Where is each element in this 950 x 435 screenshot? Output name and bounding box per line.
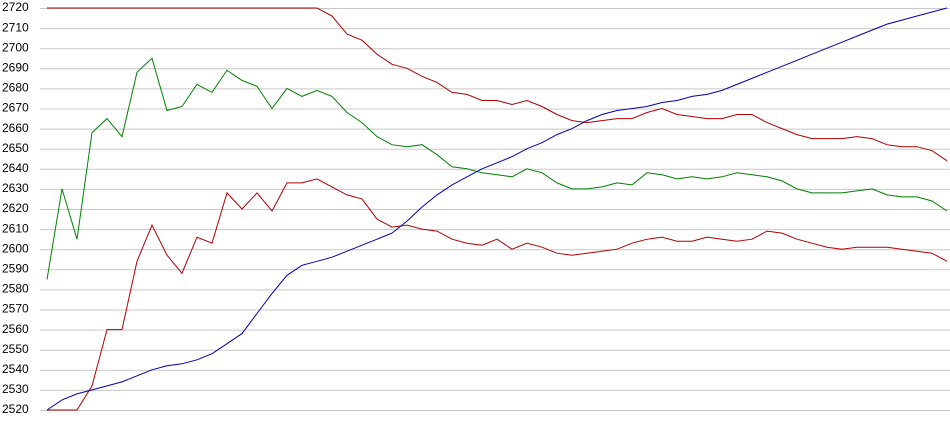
- y-tick-label: 2640: [2, 161, 29, 175]
- y-tick-label: 2560: [2, 322, 29, 336]
- y-tick-label: 2530: [2, 382, 29, 396]
- y-tick-label: 2670: [2, 101, 29, 115]
- y-tick-label: 2610: [2, 221, 29, 235]
- series-line: [46, 7, 948, 411]
- series-line: [47, 178, 948, 411]
- y-tick-label: 2570: [2, 302, 29, 316]
- y-tick-label: 2630: [2, 181, 29, 195]
- series-line: [46, 57, 948, 280]
- y-tick-label: 2600: [2, 241, 29, 255]
- y-tick-label: 2710: [2, 20, 29, 34]
- y-tick-label: 2620: [2, 201, 29, 215]
- y-tick-label: 2680: [2, 81, 29, 95]
- y-tick-label: 2660: [2, 121, 29, 135]
- series-line: [47, 7, 948, 162]
- y-tick-label: 2720: [2, 0, 29, 14]
- y-tick-label: 2590: [2, 261, 29, 275]
- y-tick-label: 2580: [2, 282, 29, 296]
- y-tick-label: 2700: [2, 40, 29, 54]
- y-tick-label: 2690: [2, 60, 29, 74]
- y-tick-label: 2520: [2, 402, 29, 416]
- y-tick-label: 2540: [2, 362, 29, 376]
- y-tick-label: 2650: [2, 141, 29, 155]
- y-tick-label: 2550: [2, 342, 29, 356]
